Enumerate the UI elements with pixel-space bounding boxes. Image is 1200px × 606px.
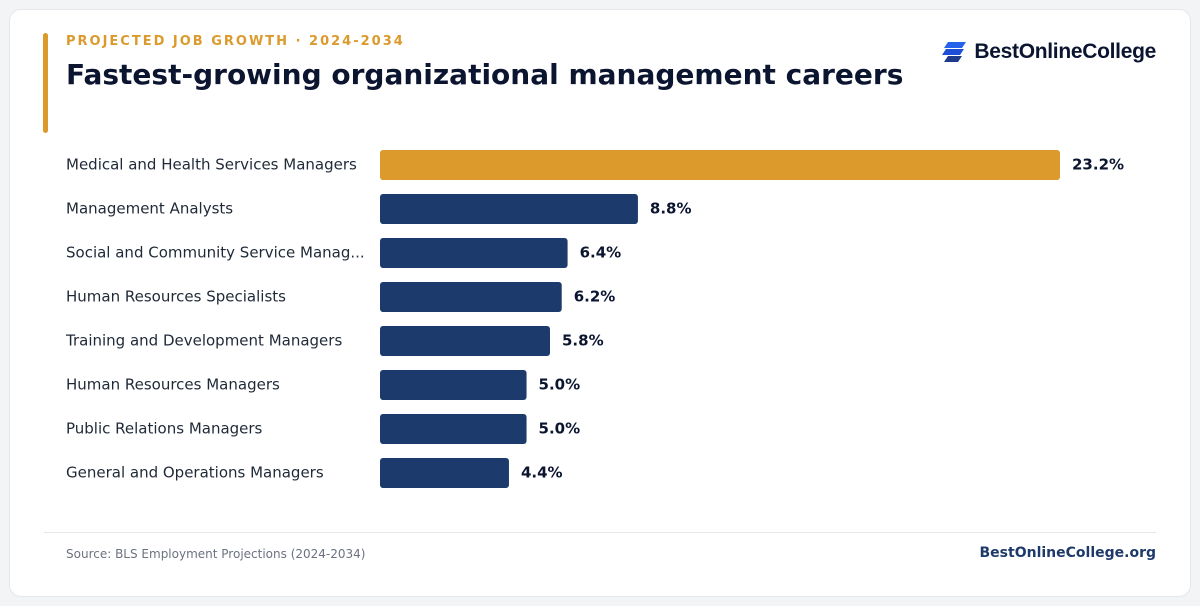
- category-label: Medical and Health Services Managers: [66, 156, 357, 174]
- footer-divider: [44, 532, 1156, 533]
- category-label: General and Operations Managers: [66, 464, 324, 482]
- bar: [380, 326, 550, 356]
- brand-name: BestOnlineCollege: [974, 40, 1156, 63]
- category-label: Training and Development Managers: [65, 332, 342, 350]
- value-label: 5.0%: [539, 420, 581, 438]
- category-label: Social and Community Service Manag...: [66, 244, 365, 262]
- bar: [380, 238, 568, 268]
- bar: [380, 194, 638, 224]
- eyebrow-label: PROJECTED JOB GROWTH · 2024-2034: [66, 34, 405, 49]
- category-label: Public Relations Managers: [66, 420, 263, 438]
- value-label: 6.2%: [574, 288, 616, 306]
- category-label: Management Analysts: [66, 200, 233, 218]
- bar: [380, 458, 509, 488]
- source-note: Source: BLS Employment Projections (2024…: [66, 547, 366, 561]
- brand-stripes-icon: [942, 42, 967, 62]
- value-label: 5.8%: [562, 332, 604, 350]
- bar: [380, 150, 1060, 180]
- accent-bar: [43, 33, 48, 133]
- bar: [380, 282, 562, 312]
- site-name: BestOnlineCollege.org: [979, 545, 1156, 561]
- bar: [380, 414, 527, 444]
- value-label: 4.4%: [521, 464, 563, 482]
- chart-title: Fastest-growing organizational managemen…: [66, 58, 904, 91]
- category-label: Human Resources Specialists: [66, 288, 286, 306]
- value-label: 23.2%: [1072, 156, 1124, 174]
- brand-logo: BestOnlineCollege: [942, 40, 1156, 64]
- value-label: 6.4%: [580, 244, 622, 262]
- bars-group: Medical and Health Services Managers 23.2…: [65, 150, 1124, 488]
- value-label: 8.8%: [650, 200, 692, 218]
- value-label: 5.0%: [539, 376, 581, 394]
- bar: [380, 370, 527, 400]
- category-label: Human Resources Managers: [66, 376, 280, 394]
- chart-card: [9, 9, 1191, 597]
